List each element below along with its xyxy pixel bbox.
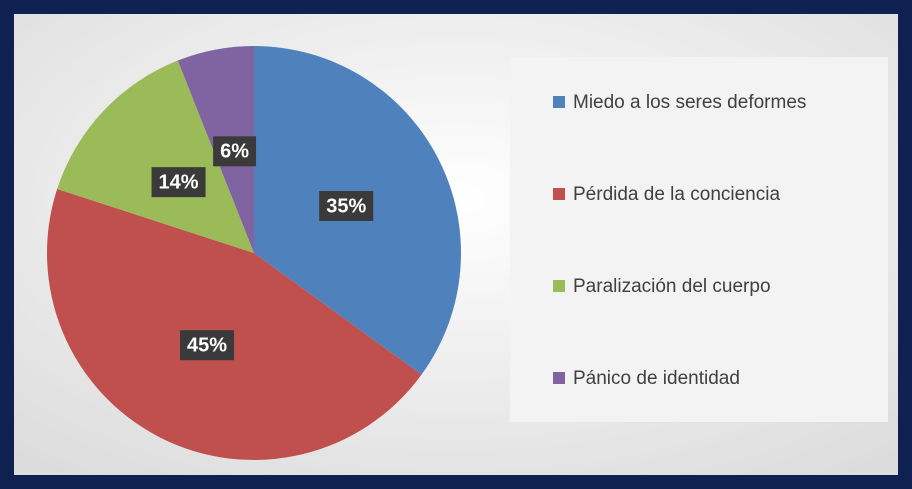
legend-swatch — [553, 96, 565, 108]
data-label-box — [213, 136, 257, 167]
legend-label: Paralización del cuerpo — [573, 276, 771, 297]
data-label: 45% — [187, 335, 227, 357]
data-label: 14% — [159, 171, 199, 193]
legend-label: Pérdida de la conciencia — [573, 184, 780, 205]
legend-swatch — [553, 280, 565, 292]
data-label: 6% — [220, 141, 249, 163]
pie-slice — [47, 189, 422, 461]
data-labels: 35% 45% 14% 6% — [151, 136, 374, 361]
legend-label: Miedo a los seres deformes — [573, 92, 806, 113]
legend: Miedo a los seres deformes Pérdida de la … — [553, 92, 806, 389]
legend-label: Pánico de identidad — [573, 368, 740, 389]
legend-box — [510, 57, 888, 422]
data-label-box — [319, 191, 374, 222]
data-label-box — [179, 330, 235, 361]
legend-swatch — [553, 372, 565, 384]
pie — [47, 46, 461, 461]
pie-slice — [57, 60, 254, 253]
data-label-box — [151, 167, 206, 198]
legend-swatch — [553, 188, 565, 200]
data-label: 35% — [326, 195, 366, 217]
